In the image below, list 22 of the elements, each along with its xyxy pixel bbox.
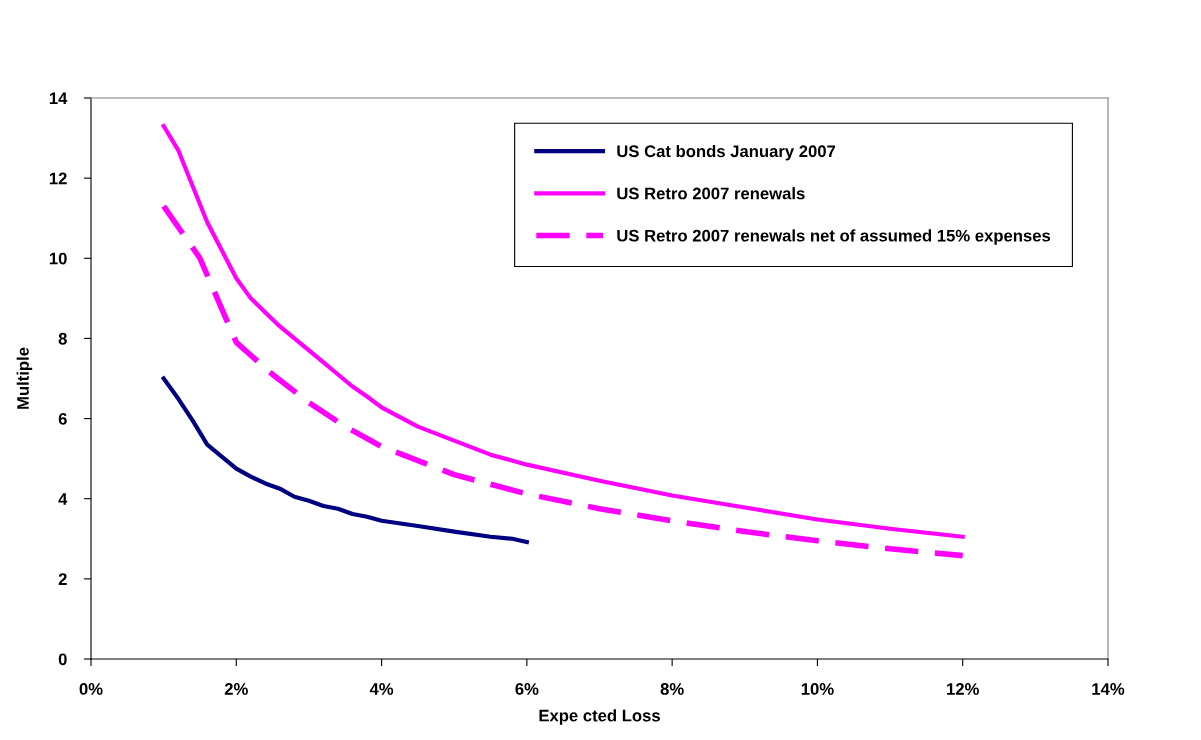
legend-label: US Retro 2007 renewals net of assumed 15% expenses	[617, 229, 1051, 245]
x-tick-label: 0%	[79, 683, 103, 695]
x-tick-label: 6%	[515, 683, 539, 695]
line-series	[161, 376, 529, 545]
y-tick-label: 4	[58, 493, 68, 505]
y-tick-label: 8	[58, 332, 67, 345]
legend-label: US Retro 2007 renewals	[617, 187, 805, 200]
x-tick-label: 14%	[1092, 683, 1125, 695]
x-tick-label: 12%	[947, 683, 979, 695]
y-tick-label: 12	[49, 172, 67, 185]
x-tick-label: 10%	[801, 683, 834, 695]
x-axis-title: Expe cted Loss	[539, 709, 660, 725]
y-tick-label: 0	[58, 653, 67, 666]
y-tick-label: 14	[49, 92, 68, 105]
y-axis-title: Multiple	[16, 347, 33, 409]
x-tick-label: 4%	[369, 683, 394, 695]
x-tick-label: 2%	[224, 683, 248, 695]
x-tick-label: 8%	[660, 683, 684, 695]
y-tick-label: 10	[49, 252, 67, 265]
y-tick-label: 6	[58, 412, 67, 425]
legend-label: US Cat bonds January 2007	[617, 144, 836, 161]
y-tick-label: 2	[58, 573, 67, 585]
